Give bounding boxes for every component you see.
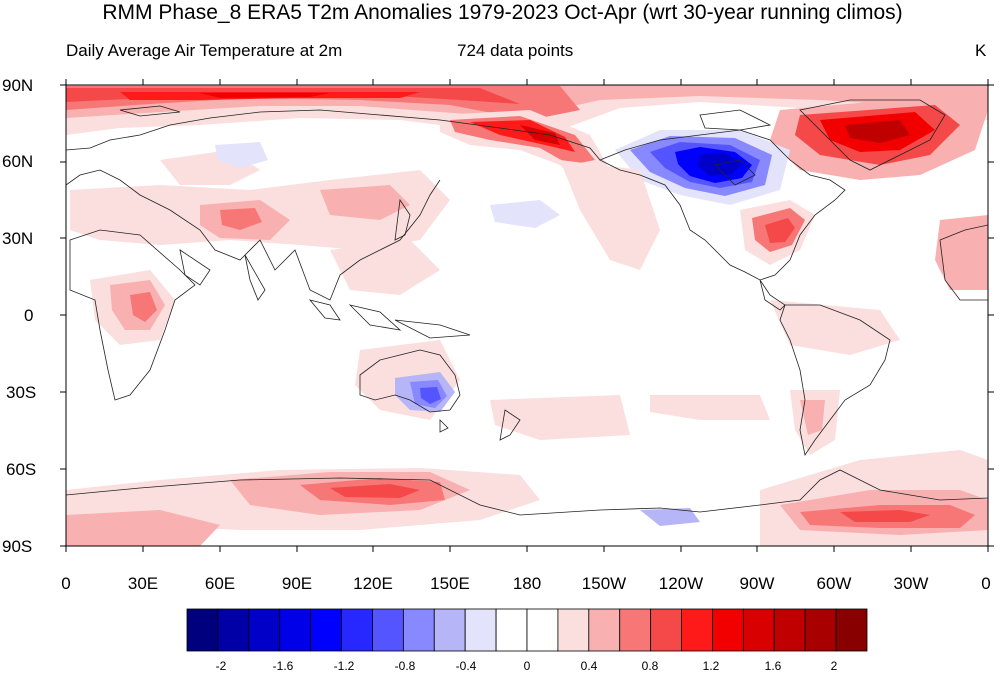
lat-label-30n: 30N xyxy=(2,229,34,248)
lon-label: 60E xyxy=(204,574,236,593)
colorbar-swatch xyxy=(433,608,466,652)
colorbar-label: 1.6 xyxy=(764,659,782,673)
colorbar-swatch xyxy=(526,608,559,652)
units-label: K xyxy=(975,41,987,60)
colorbar-swatch xyxy=(341,608,373,652)
colorbar-swatch xyxy=(217,608,250,652)
colorbar-swatch xyxy=(773,608,806,652)
lat-label-30s: 30S xyxy=(6,383,37,402)
lat-label-60s: 60S xyxy=(6,460,37,479)
data-count-subtitle: 724 data points xyxy=(457,41,574,60)
colorbar-swatch xyxy=(712,608,744,652)
colorbar-label: -1.6 xyxy=(272,659,294,673)
north-pacific-cold xyxy=(215,142,560,228)
colorbar-label: 0 xyxy=(523,659,531,673)
colorbar-label: 1.2 xyxy=(702,659,720,673)
lon-label: 0 xyxy=(61,574,71,593)
lon-label: 90W xyxy=(739,574,775,593)
colorbar-swatch xyxy=(650,608,682,652)
anomaly-fill-layer xyxy=(66,85,988,546)
colorbar-swatch xyxy=(588,608,621,652)
colorbar-swatch xyxy=(557,608,590,652)
east-us-warm xyxy=(740,200,815,265)
lon-ticks xyxy=(65,79,989,552)
lon-label: 60W xyxy=(816,574,852,593)
lat-label-90s: 90S xyxy=(2,537,33,556)
lat-ticks xyxy=(60,84,994,547)
colorbar-label: 0.8 xyxy=(641,659,659,673)
colorbar-label: -0.4 xyxy=(455,659,477,673)
colorbar-swatch xyxy=(279,608,312,652)
colorbar-swatch xyxy=(681,608,713,652)
colorbar-swatch xyxy=(742,608,775,652)
colorbar-swatch xyxy=(464,608,497,652)
colorbar-swatch xyxy=(372,608,404,652)
colorbar-label: 0.4 xyxy=(580,659,598,673)
canada-cold xyxy=(615,130,790,205)
lon-label: 30W xyxy=(893,574,929,593)
antarctic-cold-patch xyxy=(640,508,700,526)
lon-label: 120W xyxy=(658,574,704,593)
arctic-warm-band xyxy=(66,85,988,135)
colorbar-swatch xyxy=(495,608,528,652)
lat-label-60n: 60N xyxy=(2,152,34,171)
lat-label-90n: 90N xyxy=(2,76,34,95)
lon-label: 30E xyxy=(127,574,159,593)
colorbar-swatch xyxy=(186,608,219,652)
colorbar-label: -0.8 xyxy=(394,659,416,673)
greenland-warm xyxy=(770,95,988,180)
colorbar-swatch xyxy=(804,608,837,652)
lat-label-eq: 0 xyxy=(24,306,34,325)
colorbar xyxy=(186,608,868,652)
lon-label: 90E xyxy=(281,574,313,593)
lon-label: 120E xyxy=(353,574,393,593)
australia-cold xyxy=(395,372,455,412)
antarctic-warm-atlantic xyxy=(760,450,988,546)
eurasia-warm xyxy=(70,150,450,345)
variable-subtitle: Daily Average Air Temperature at 2m xyxy=(66,41,343,60)
lon-label: 0 xyxy=(981,574,991,593)
colorbar-swatch xyxy=(619,608,652,652)
colorbar-swatch xyxy=(310,608,342,652)
lon-label: 150E xyxy=(430,574,470,593)
lon-label: 180 xyxy=(512,574,542,593)
coastlines xyxy=(66,99,988,516)
colorbar-swatch xyxy=(402,608,435,652)
colorbar-swatch xyxy=(248,608,281,652)
colorbar-swatch xyxy=(835,608,868,652)
lon-label: 150W xyxy=(581,574,627,593)
colorbar-label: -1.2 xyxy=(333,659,355,673)
colorbar-label: 2 xyxy=(830,659,838,673)
chart-title: RMM Phase_8 ERA5 T2m Anomalies 1979-2023… xyxy=(102,1,903,24)
antarctic-warm-pacific xyxy=(66,468,540,546)
colorbar-label: -2 xyxy=(215,659,227,673)
